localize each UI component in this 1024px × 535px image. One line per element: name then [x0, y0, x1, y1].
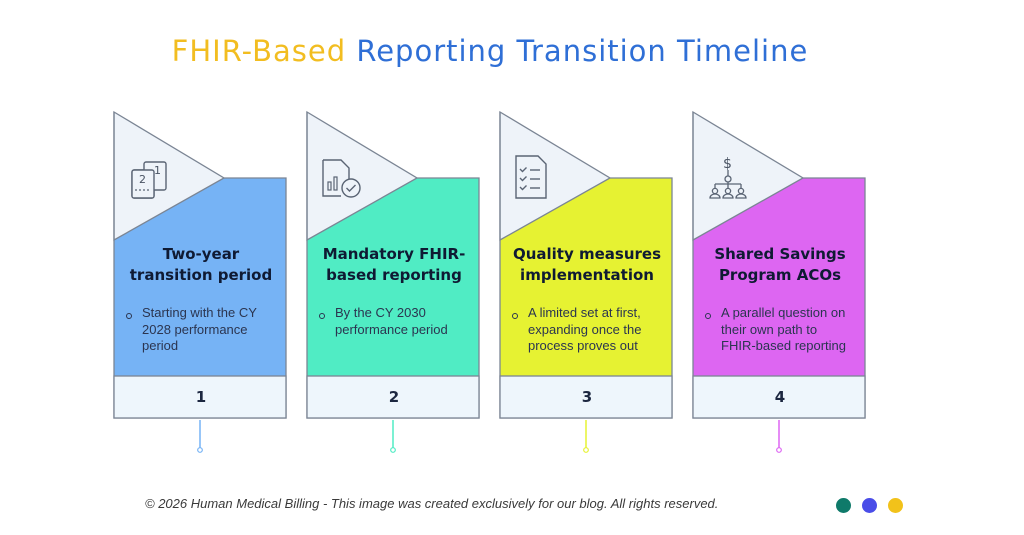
step-shape: [113, 110, 287, 453]
page-title: FHIR-Based Reporting Transition Timeline: [0, 34, 980, 68]
timeline-step-1: 1 2 Two-year transition period Starting …: [113, 110, 288, 457]
step-number: 4: [774, 388, 786, 406]
copyright-footer: © 2026 Human Medical Billing - This imag…: [145, 496, 719, 511]
bullet-circle-icon: [705, 313, 711, 319]
bullet-circle-icon: [512, 313, 518, 319]
title-part-main: Reporting Transition Timeline: [356, 34, 809, 68]
step-heading: Quality measures implementation: [512, 245, 662, 284]
step-heading: Shared Savings Program ACOs: [714, 245, 846, 284]
bullet-circle-icon: [126, 313, 132, 319]
step-shape: [499, 110, 673, 453]
documents-icon: 1 2: [131, 161, 167, 199]
timeline-step-4: $ Shared Savings Program ACOs A parallel…: [692, 110, 867, 457]
step-bullet: A limited set at first, expanding once t…: [512, 305, 672, 355]
timeline-step-2: Mandatory FHIR- based reporting By the C…: [306, 110, 481, 457]
step-number: 2: [388, 388, 400, 406]
timeline-step-3: Quality measures implementation A limite…: [499, 110, 674, 457]
step-heading: Two-year transition period: [129, 245, 273, 284]
svg-text:2: 2: [139, 173, 146, 186]
step-bullet: Starting with the CY 2028 performance pe…: [126, 305, 286, 355]
step-shape: [306, 110, 480, 453]
svg-text:$: $: [723, 156, 732, 172]
organization-dollar-icon: $: [709, 156, 747, 199]
bullet-circle-icon: [319, 313, 325, 319]
title-part-accent: FHIR-Based: [171, 34, 347, 68]
footer-dot-2: [862, 498, 877, 513]
checklist-icon: [515, 155, 547, 199]
step-shape: [692, 110, 866, 453]
step-bullet: By the CY 2030 performance period: [319, 305, 479, 338]
footer-dot-1: [836, 498, 851, 513]
step-bullet: A parallel question on their own path to…: [705, 305, 865, 355]
step-number: 1: [195, 388, 207, 406]
footer-dot-3: [888, 498, 903, 513]
step-heading: Mandatory FHIR- based reporting: [322, 245, 466, 284]
svg-text:1: 1: [154, 164, 161, 177]
step-number: 3: [581, 388, 593, 406]
report-check-icon: [322, 159, 361, 198]
